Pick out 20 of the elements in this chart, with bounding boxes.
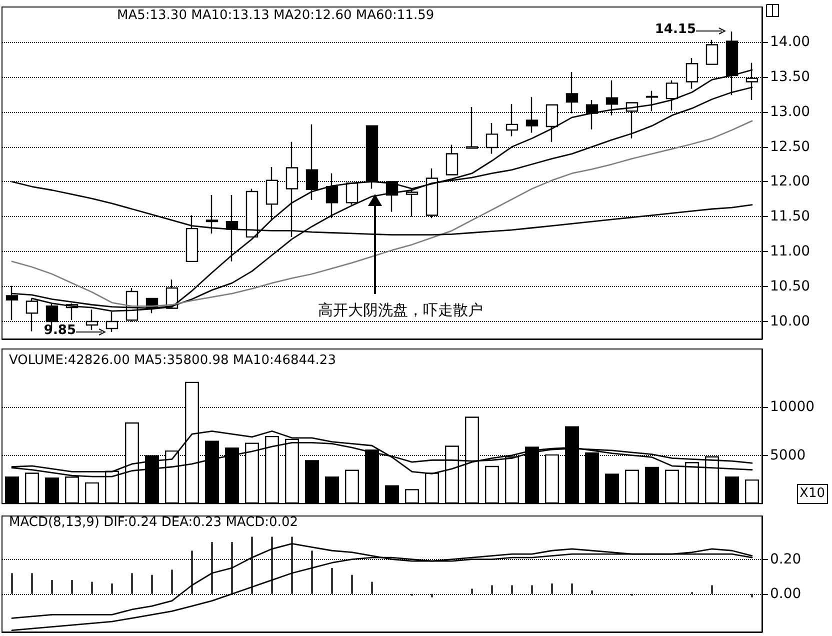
chart-title: VOLUME:42826.00 MA5:35800.98 MA10:46844.23 — [9, 353, 336, 368]
y-tick-label: 11.50 — [770, 208, 810, 225]
y-tick-label: 13.00 — [770, 104, 810, 120]
y-tick-label: 10.50 — [770, 278, 810, 295]
y-tick-label: 12.00 — [770, 174, 810, 190]
text: X10 — [796, 484, 828, 504]
chart-title: MACD(8,13,9) DIF:0.24 DEA:0.23 MACD:0.02 — [9, 515, 298, 530]
y-tick-label: 0.20 — [770, 551, 802, 568]
y-tick-label: 10000 — [770, 398, 815, 415]
y-tick-label: 13.50 — [770, 68, 810, 85]
y-tick-label: 12.50 — [770, 138, 810, 155]
y-tick-label: 11.00 — [770, 244, 810, 260]
y-tick-label: 5000 — [770, 447, 806, 464]
y-tick-label: 14.00 — [770, 34, 810, 50]
y-tick-label: 10.00 — [770, 314, 810, 330]
annotation: 9.85 — [44, 323, 76, 339]
annotation: 高开大阴洗盘，吓走散户 — [318, 301, 483, 319]
annotation: 14.15 — [654, 22, 696, 38]
chart-title: MA5:13.30 MA10:13.13 MA20:12.60 MA60:11.59 — [117, 8, 434, 23]
y-tick-label: 0.00 — [770, 586, 802, 602]
